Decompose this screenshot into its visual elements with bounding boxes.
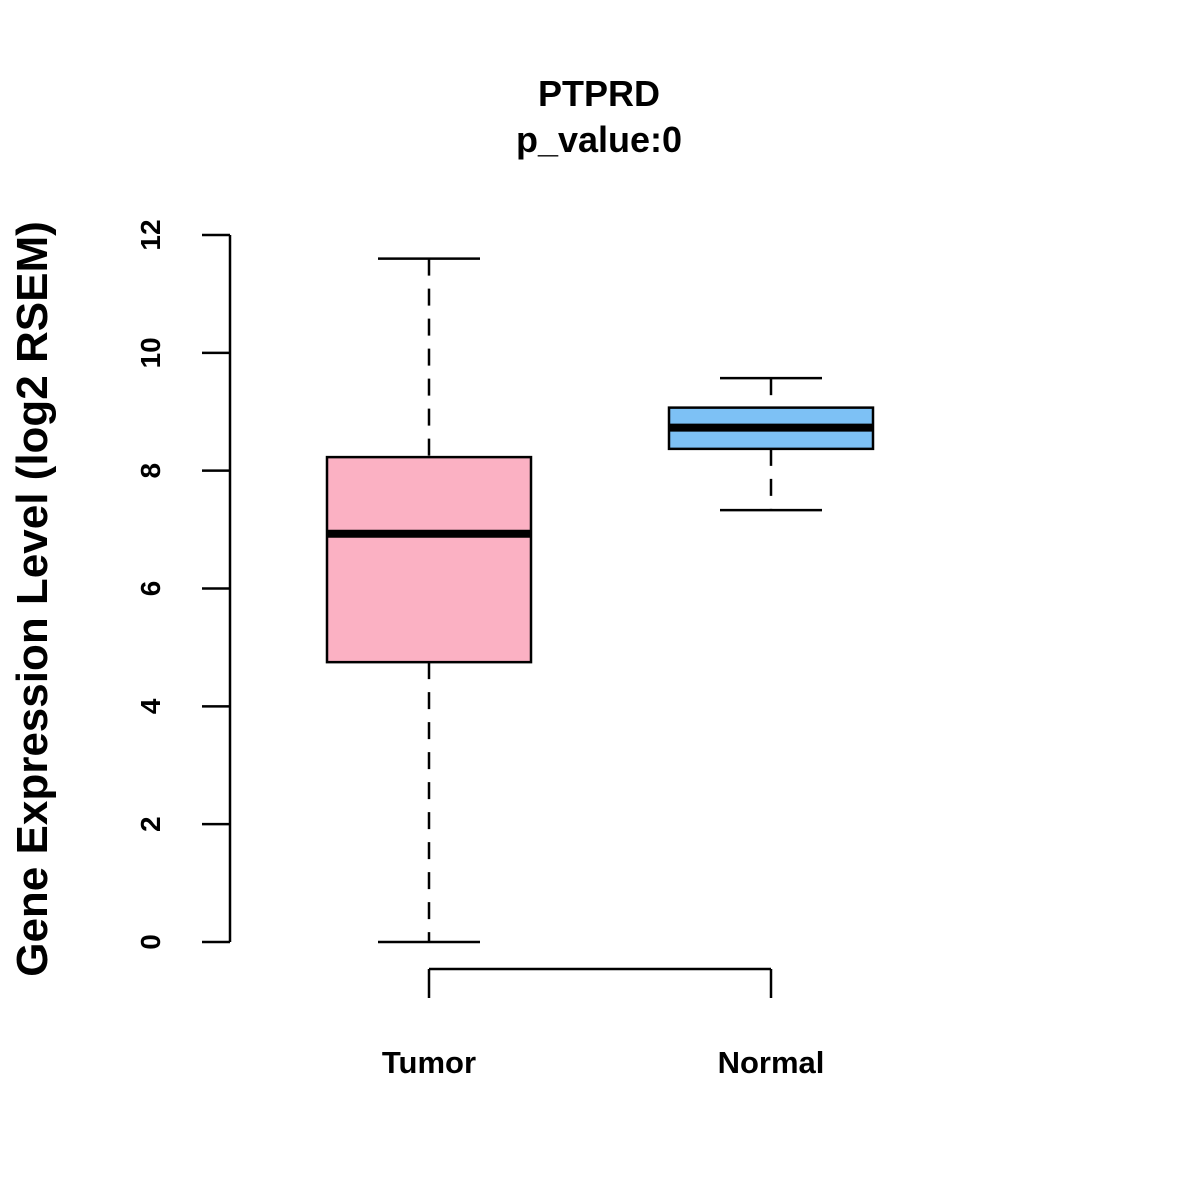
chart-title: PTPRD	[538, 73, 660, 114]
box-normal	[667, 376, 875, 512]
y-tick-label: 2	[135, 816, 166, 832]
box-tumor	[325, 257, 533, 944]
boxes-layer	[325, 257, 875, 944]
x-category-label: Normal	[718, 1045, 825, 1080]
y-tick-label: 4	[135, 698, 166, 714]
x-category-label: Tumor	[382, 1045, 476, 1080]
y-axis: 0 2 4 6 8 10 12	[135, 219, 232, 950]
box-body	[325, 455, 533, 664]
y-tick-label: 10	[135, 337, 166, 368]
y-tick-label: 12	[135, 219, 166, 250]
y-tick-label: 0	[135, 934, 166, 950]
y-tick-label: 6	[135, 581, 166, 597]
x-axis: Tumor Normal	[382, 967, 825, 1080]
y-axis-label: Gene Expression Level (log2 RSEM)	[8, 221, 57, 977]
chart-subtitle: p_value:0	[516, 119, 682, 160]
y-tick-label: 8	[135, 463, 166, 479]
